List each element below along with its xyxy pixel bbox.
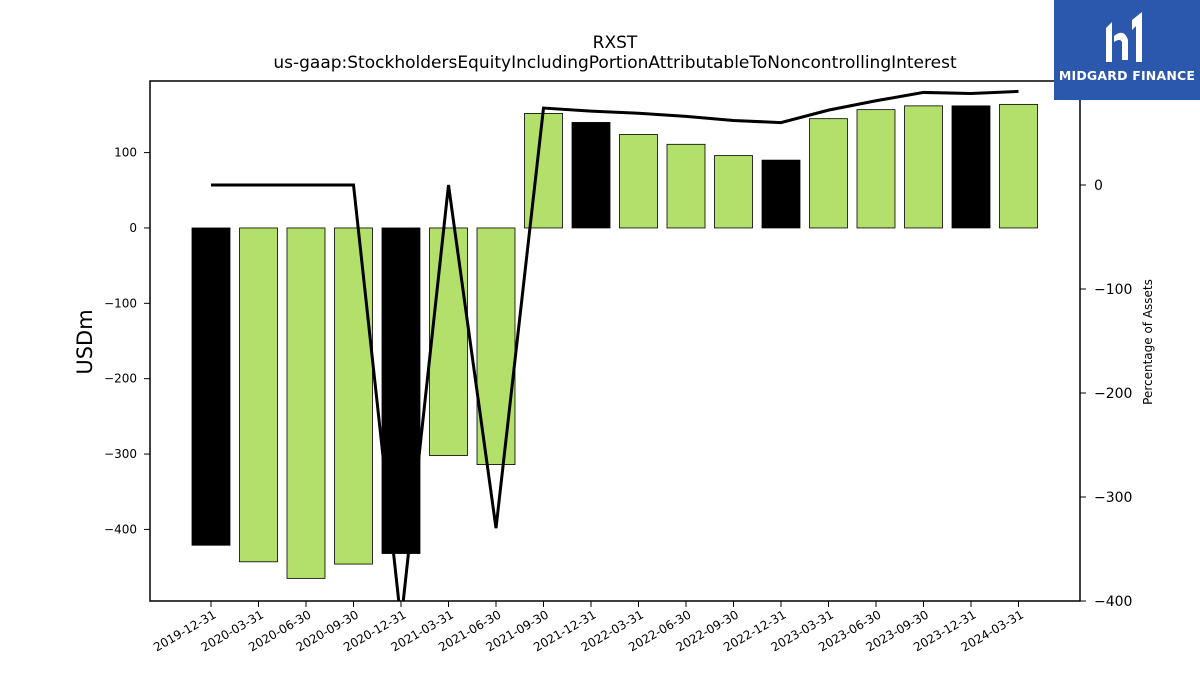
bar [666,143,706,229]
bar [714,155,753,229]
bar [904,105,943,229]
bar [334,227,373,565]
bar [809,118,848,229]
line-series [211,89,1019,601]
bar [951,105,991,229]
chart-subtitle: us-gaap:StockholdersEquityIncludingPorti… [273,53,957,73]
y2-axis-label: Percentage of Assets [1141,279,1155,405]
y-tick-label: −400 [104,522,137,536]
bar [761,159,801,229]
percentage-line [211,89,1019,601]
bar [619,134,658,229]
logo-text: MIDGARD FINANCE [1058,68,1196,83]
bar [524,113,563,229]
bar [191,227,231,546]
y-axis-left: 100 0 −100 −200 −300 −400 [104,146,150,536]
plot-frame [149,80,1081,602]
brand-logo: MIDGARD FINANCE [1054,0,1200,100]
y2-tick-label: −400 [1094,594,1132,610]
y-axis-right: 0 −100 −200 −300 −400 [1080,178,1132,610]
bars [191,103,1038,579]
y2-tick-label: 0 [1094,178,1103,194]
bar [999,103,1038,229]
y-tick-label: 0 [129,221,137,235]
y-tick-label: −100 [104,296,137,310]
y-axis-label: USDm [73,309,97,374]
y-tick-label: −200 [104,372,137,386]
y2-tick-label: −300 [1094,490,1132,506]
midgard-logo-icon [1106,12,1142,62]
bar [856,109,896,229]
y2-tick-label: −200 [1094,386,1132,402]
chart-title: RXST [593,33,638,53]
x-axis: 2019-12-312020-03-312020-06-302020-09-30… [151,601,1026,654]
bar [429,227,468,456]
y-tick-label: −300 [104,447,137,461]
y-tick-label: 100 [114,146,137,160]
bar [571,122,611,229]
y2-tick-label: −100 [1094,282,1132,298]
bar [286,227,326,579]
bar [239,227,278,563]
